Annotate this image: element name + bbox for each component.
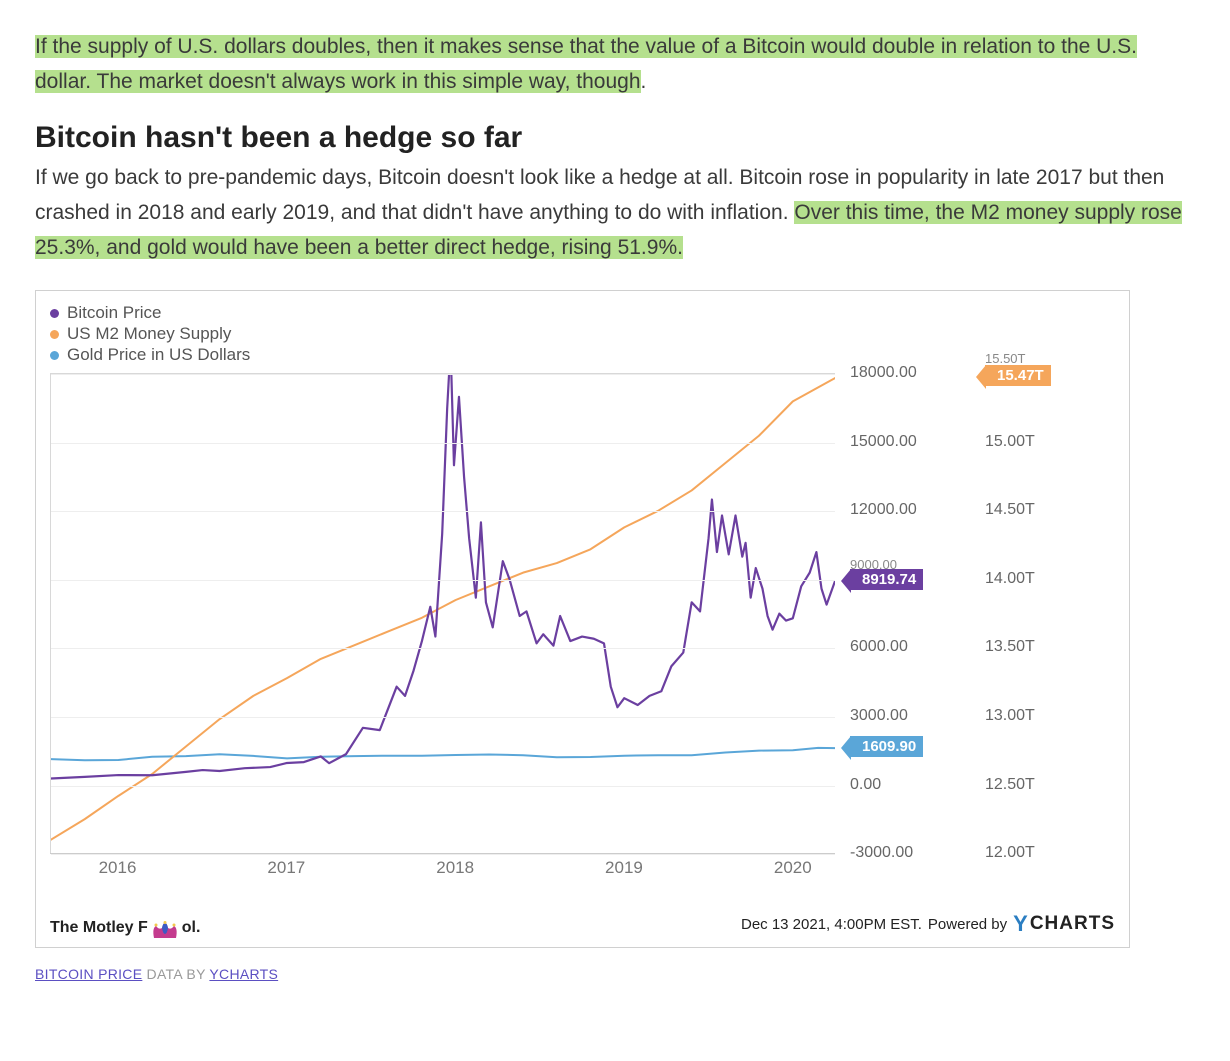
caption-link-ycharts[interactable]: YCHARTS: [209, 966, 278, 982]
legend-item-bitcoin: Bitcoin Price: [50, 303, 1115, 323]
chart-lines: [51, 374, 835, 853]
legend-item-m2: US M2 Money Supply: [50, 324, 1115, 344]
legend-label: Bitcoin Price: [67, 303, 161, 323]
legend-item-gold: Gold Price in US Dollars: [50, 345, 1115, 365]
x-axis: 20162017201820192020: [50, 853, 835, 881]
obscured-left-tick: 9000.00: [850, 557, 897, 572]
legend-dot-icon: [50, 309, 59, 318]
motley-fool-logo: The Motley F ol.: [50, 919, 200, 937]
chart-legend: Bitcoin Price US M2 Money Supply Gold Pr…: [50, 303, 1115, 365]
flag-m2: 15.47T: [985, 365, 1051, 386]
chart-timestamp: Dec 13 2021, 4:00PM EST.: [741, 916, 922, 933]
chart-caption: BITCOIN PRICE DATA BY YCHARTS: [35, 966, 1195, 982]
powered-by: Dec 13 2021, 4:00PM EST. Powered by YCHA…: [741, 911, 1115, 937]
chart-footer: The Motley F ol. Dec 13 2021, 4:00PM EST…: [36, 889, 1129, 947]
intro-paragraph: If the supply of U.S. dollars doubles, t…: [35, 30, 1195, 99]
legend-label: US M2 Money Supply: [67, 324, 231, 344]
y-axis-right: 12.00T12.50T13.00T13.50T14.00T14.50T15.0…: [985, 373, 1075, 853]
obscured-right-tick: 15.50T: [985, 351, 1025, 366]
body-paragraph: If we go back to pre-pandemic days, Bitc…: [35, 161, 1195, 265]
y-axis-left: -3000.000.003000.006000.0012000.0015000.…: [850, 373, 960, 853]
chart-plot: -3000.000.003000.006000.0012000.0015000.…: [50, 373, 1115, 881]
jester-hat-icon: [150, 920, 180, 940]
legend-label: Gold Price in US Dollars: [67, 345, 250, 365]
chart-card: Bitcoin Price US M2 Money Supply Gold Pr…: [35, 290, 1130, 948]
legend-dot-icon: [50, 330, 59, 339]
ycharts-logo: YCHARTS: [1013, 911, 1115, 937]
section-heading: Bitcoin hasn't been a hedge so far: [35, 121, 1195, 155]
caption-link-bitcoin-price[interactable]: BITCOIN PRICE: [35, 966, 142, 982]
legend-dot-icon: [50, 351, 59, 360]
flag-gold: 1609.90: [850, 736, 923, 757]
intro-highlight: If the supply of U.S. dollars doubles, t…: [35, 35, 1137, 93]
